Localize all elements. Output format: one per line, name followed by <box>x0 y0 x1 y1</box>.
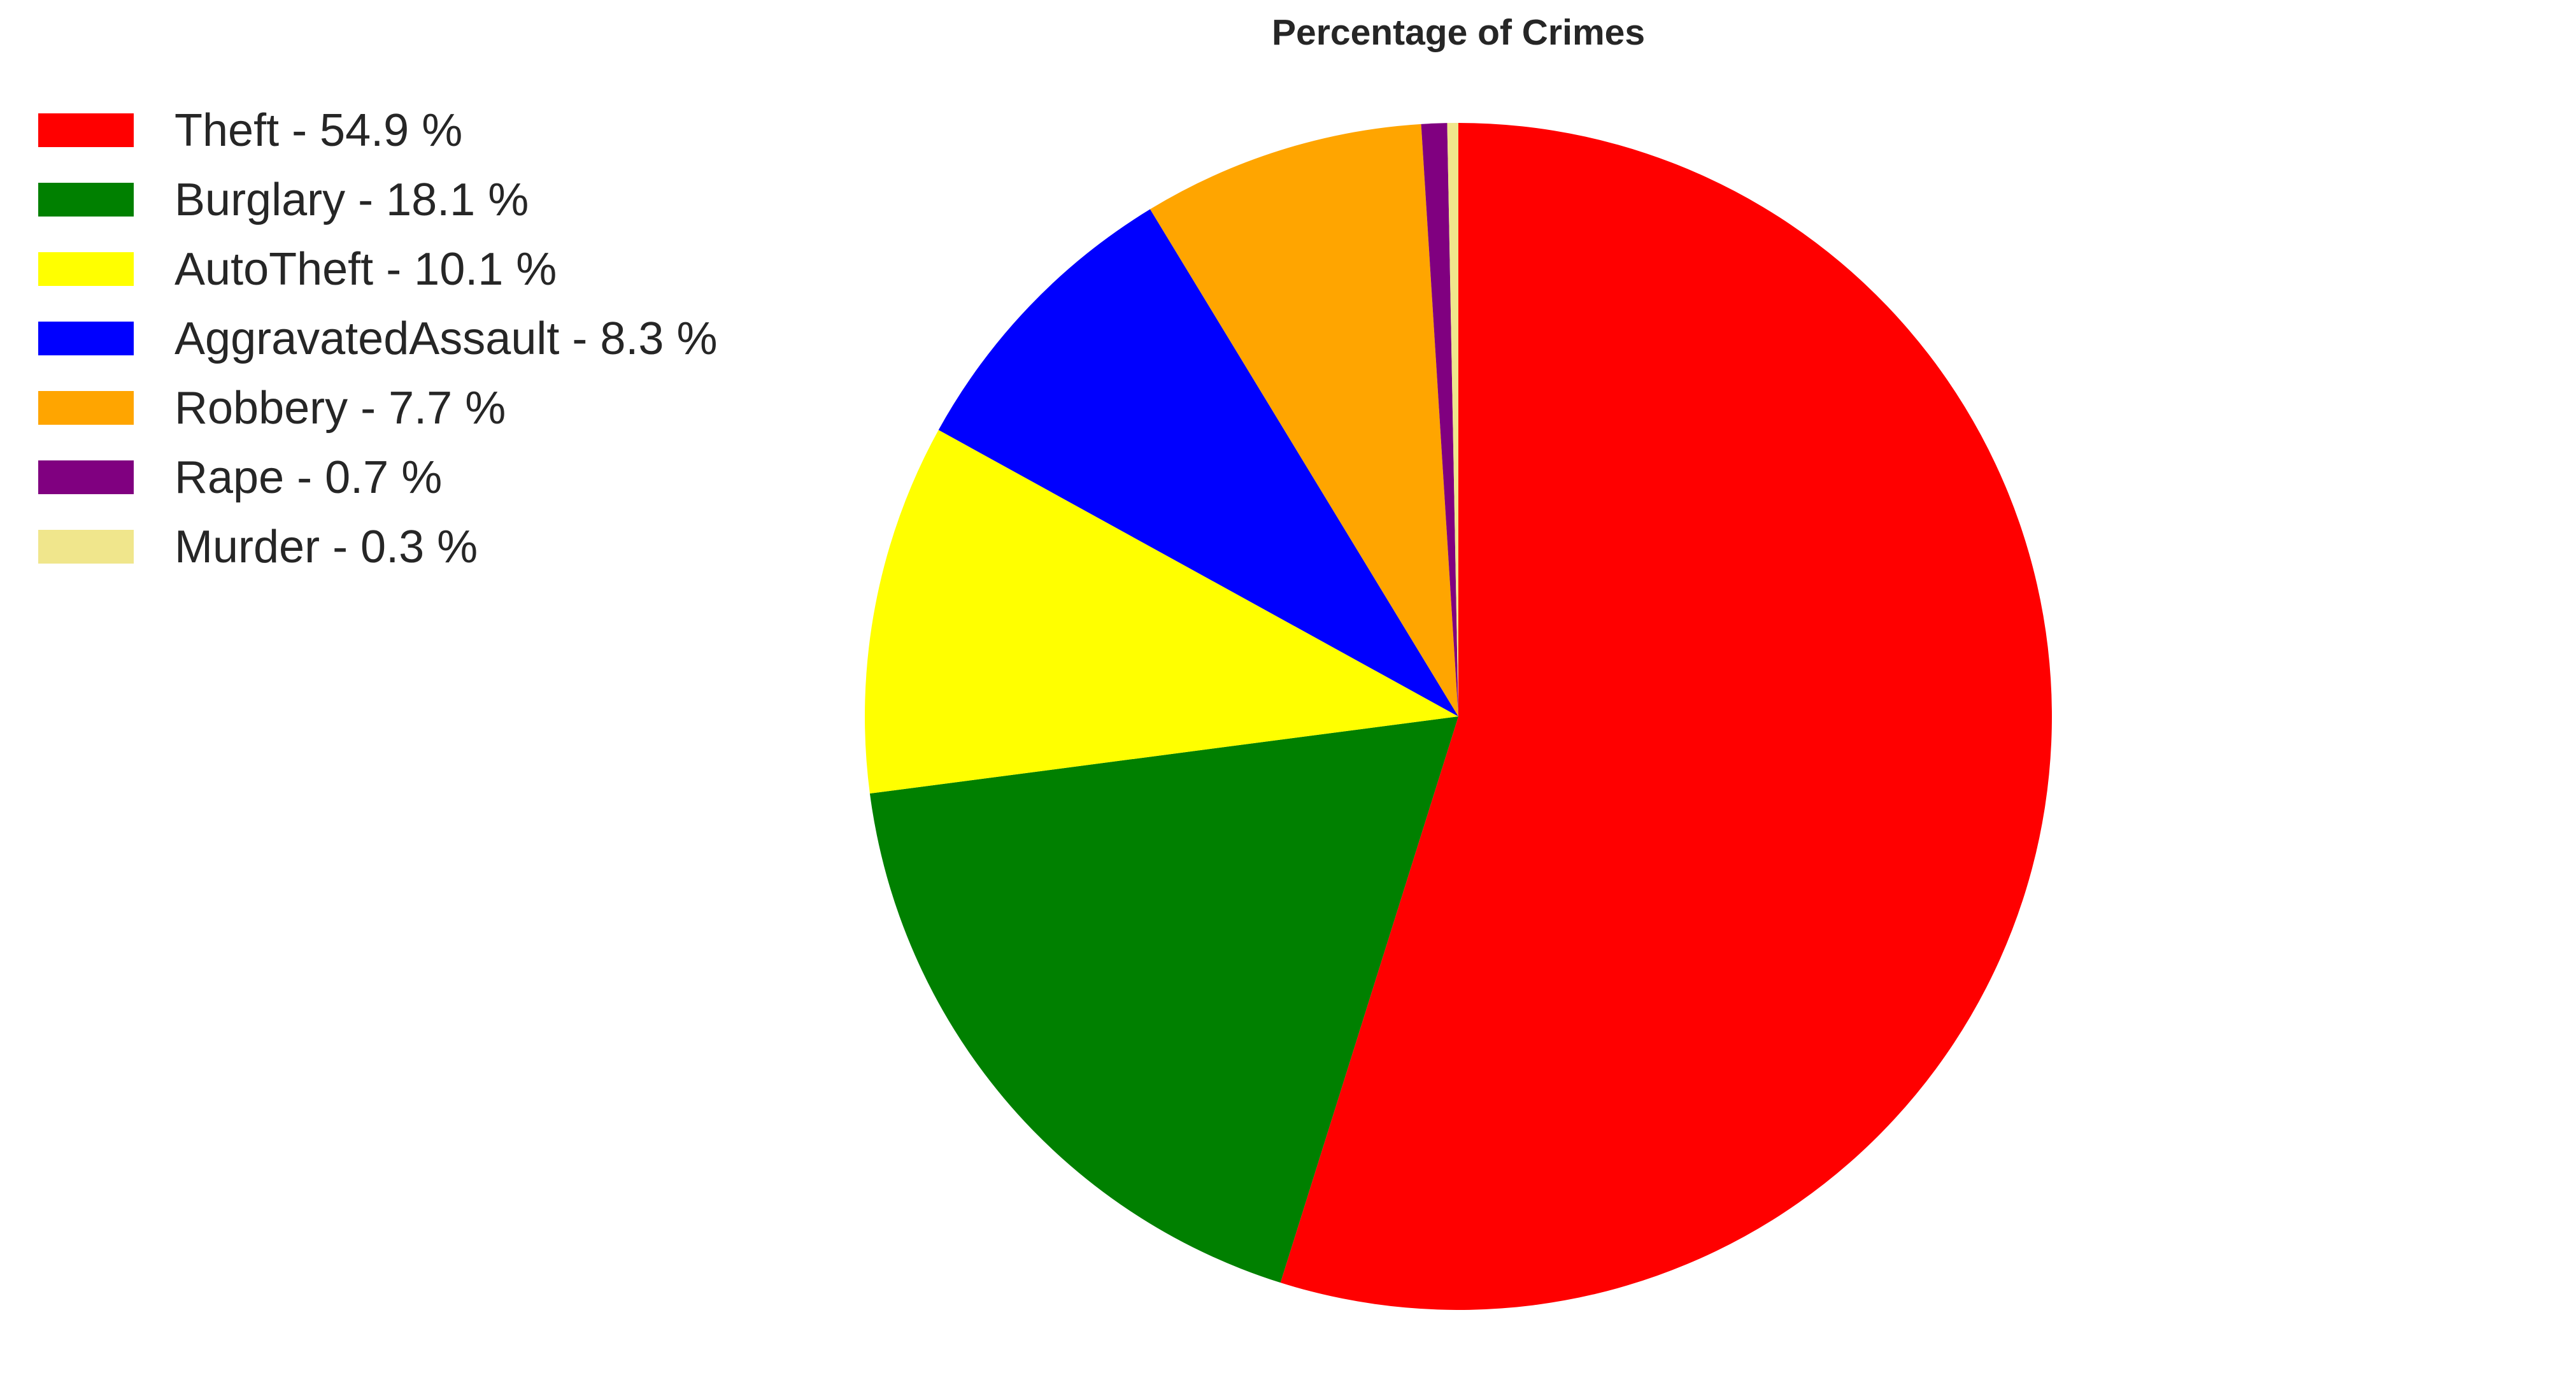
legend-swatch-autotheft <box>38 252 134 286</box>
pie-slice-murder <box>1447 123 1458 716</box>
legend-item-theft: Theft - 54.9 % <box>38 96 717 165</box>
legend-swatch-burglary <box>38 183 134 217</box>
legend-label-murder: Murder - 0.3 % <box>174 521 478 573</box>
legend-swatch-aggravatedassault <box>38 322 134 355</box>
chart-legend: Theft - 54.9 % Burglary - 18.1 % AutoThe… <box>38 96 717 581</box>
legend-item-autotheft: AutoTheft - 10.1 % <box>38 234 717 304</box>
pie-slice-robbery <box>1149 124 1458 716</box>
pie-slice-aggravatedassault <box>938 209 1458 717</box>
legend-label-autotheft: AutoTheft - 10.1 % <box>174 243 557 295</box>
legend-label-rape: Rape - 0.7 % <box>174 452 443 503</box>
legend-item-murder: Murder - 0.3 % <box>38 512 717 581</box>
pie-slice-rape <box>1421 123 1458 717</box>
legend-swatch-robbery <box>38 391 134 425</box>
legend-label-burglary: Burglary - 18.1 % <box>174 174 529 225</box>
legend-item-aggravatedassault: AggravatedAssault - 8.3 % <box>38 304 717 373</box>
legend-item-rape: Rape - 0.7 % <box>38 443 717 512</box>
pie-slice-burglary <box>869 716 1458 1283</box>
chart-title: Percentage of Crimes <box>1271 12 1646 53</box>
legend-swatch-rape <box>38 460 134 494</box>
legend-item-robbery: Robbery - 7.7 % <box>38 373 717 443</box>
legend-label-robbery: Robbery - 7.7 % <box>174 382 506 434</box>
legend-item-burglary: Burglary - 18.1 % <box>38 165 717 234</box>
pie-slice-theft <box>1280 123 2052 1310</box>
legend-swatch-murder <box>38 530 134 564</box>
legend-swatch-theft <box>38 113 134 147</box>
pie-slice-autotheft <box>865 430 1458 794</box>
legend-label-aggravatedassault: AggravatedAssault - 8.3 % <box>174 313 718 364</box>
legend-label-theft: Theft - 54.9 % <box>174 104 463 156</box>
